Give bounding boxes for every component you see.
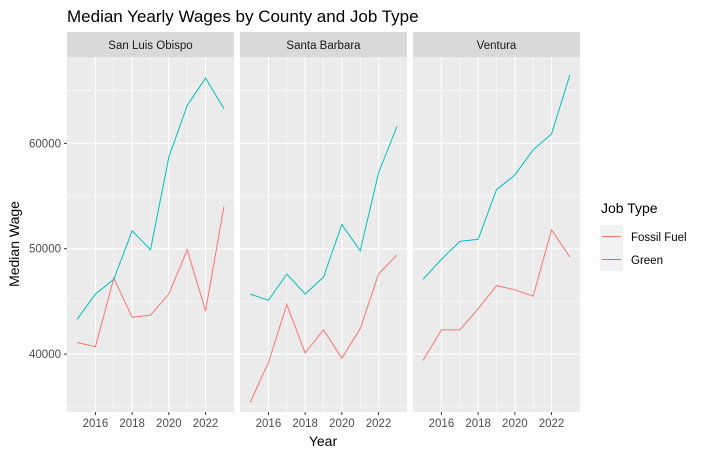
- x-tick-label: 2018: [119, 418, 145, 430]
- panel-san-luis-obispo: San Luis Obispo 2016 2018 2020 2022: [67, 32, 234, 430]
- series-line-fossil-fuel-santa-barbara: [249, 254, 398, 403]
- x-tick-label: 2020: [502, 418, 528, 430]
- y-axis: 40000 50000 60000: [29, 138, 67, 361]
- y-tick-label: 40000: [29, 349, 61, 361]
- series-line-green-santa-barbara: [249, 126, 398, 301]
- x-tick-label: 2020: [329, 418, 355, 430]
- panel-santa-barbara: Santa Barbara 2016 2018 2020 2022: [240, 32, 407, 430]
- x-tick-label: 2018: [465, 418, 491, 430]
- x-tick-label: 2020: [156, 418, 182, 430]
- panel-strip-ventura: [413, 32, 580, 57]
- series-line-green-san-luis-obispo: [76, 77, 225, 320]
- chart-title: Median Yearly Wages by County and Job Ty…: [67, 7, 419, 26]
- series-line-green-ventura: [422, 74, 571, 280]
- panel-ventura: Ventura 2016 2018 2020 2022: [413, 32, 580, 430]
- panel-strip-san-luis-obispo: [67, 32, 234, 57]
- x-tick-label: 2022: [539, 418, 565, 430]
- x-tick-label: 2022: [193, 418, 219, 430]
- x-tick-label: 2016: [83, 418, 109, 430]
- x-tick-label: 2016: [429, 418, 455, 430]
- x-tick-label: 2022: [366, 418, 392, 430]
- panel-strip-label-santa-barbara: Santa Barbara: [286, 40, 361, 52]
- panel-strip-label-ventura: Ventura: [477, 40, 517, 52]
- x-tick-label: 2018: [292, 418, 318, 430]
- x-tick-label: 2016: [256, 418, 282, 430]
- legend-title: Job Type: [601, 200, 658, 216]
- y-axis-label: Median Wage: [6, 201, 22, 287]
- x-axis-label: Year: [309, 433, 338, 449]
- y-tick-label: 50000: [29, 244, 61, 256]
- legend-label-fossil-fuel: Fossil Fuel: [631, 232, 687, 244]
- legend-label-green: Green: [631, 255, 663, 267]
- panel-strip-label-san-luis-obispo: San Luis Obispo: [108, 40, 192, 52]
- panel-strip-santa-barbara: [240, 32, 407, 57]
- series-line-fossil-fuel-ventura: [422, 228, 571, 361]
- legend: Job Type Fossil Fuel Green: [600, 200, 687, 271]
- y-tick-label: 60000: [29, 138, 61, 150]
- series-line-fossil-fuel-san-luis-obispo: [76, 206, 225, 348]
